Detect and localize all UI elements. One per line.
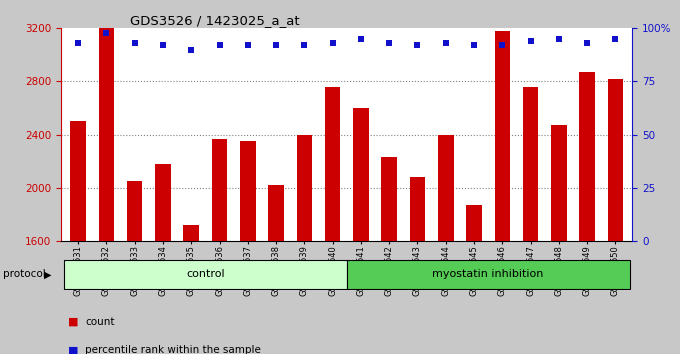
Point [327,40,338,46]
Bar [410,177,425,241]
Point [581,40,592,46]
Point [525,38,536,44]
Bar [438,135,454,241]
Point [129,40,140,46]
Text: GDS3526 / 1423025_a_at: GDS3526 / 1423025_a_at [130,14,299,27]
Point [158,42,169,48]
Bar [155,164,171,241]
Point [384,40,394,46]
Bar [325,87,341,241]
Bar [608,79,623,241]
Bar [211,138,227,241]
Bar [64,260,347,289]
Bar [579,72,595,241]
Point [271,42,282,48]
Bar [381,157,397,241]
Bar [347,260,630,289]
Bar [523,87,539,241]
Point [469,42,479,48]
Bar [127,181,143,241]
Text: percentile rank within the sample: percentile rank within the sample [85,346,261,354]
Point [441,40,452,46]
Bar [353,108,369,241]
Point [610,36,621,42]
Bar [296,135,312,241]
Bar [269,185,284,241]
Point [497,42,508,48]
Bar [466,205,482,241]
Point [242,42,253,48]
Point [186,47,197,52]
Text: protocol: protocol [3,269,46,279]
Text: ▶: ▶ [44,269,52,279]
Point [101,30,112,35]
Text: myostatin inhibition: myostatin inhibition [432,269,544,279]
Text: count: count [85,317,114,327]
Point [73,40,84,46]
Text: ■: ■ [68,317,78,327]
Bar [551,125,566,241]
Point [356,36,367,42]
Bar [184,225,199,241]
Text: control: control [186,269,224,279]
Bar [71,121,86,241]
Point [299,42,310,48]
Point [554,36,564,42]
Bar [240,141,256,241]
Point [412,42,423,48]
Text: ■: ■ [68,346,78,354]
Bar [99,28,114,241]
Point [214,42,225,48]
Bar [494,31,510,241]
